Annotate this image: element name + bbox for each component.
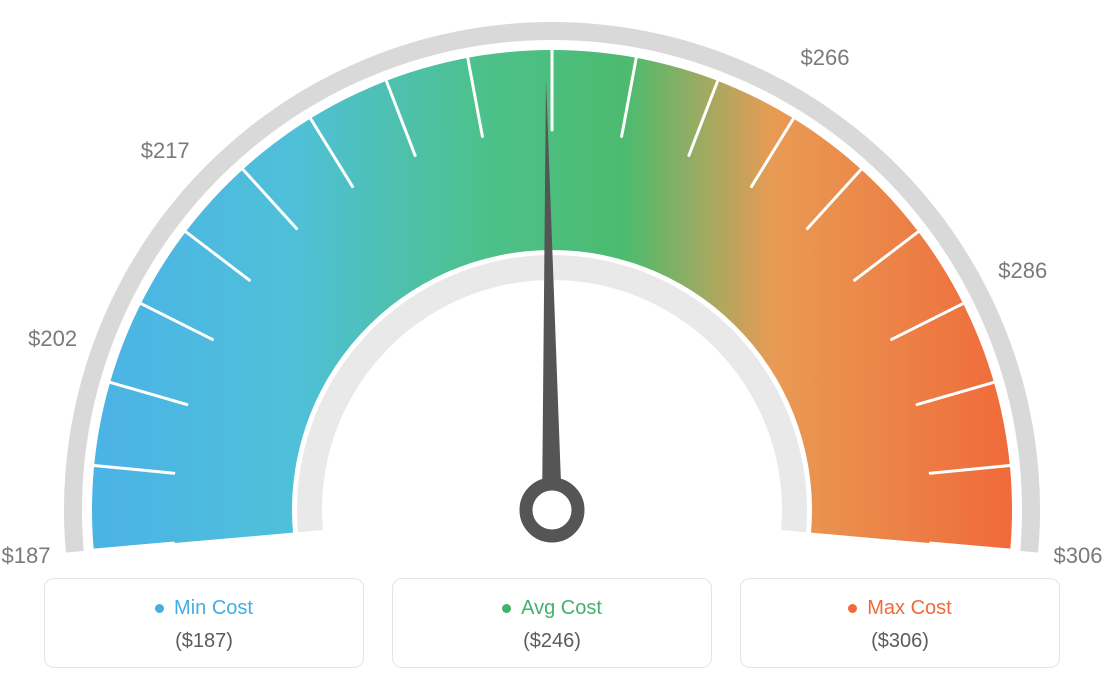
legend-max-label: Max Cost <box>867 597 951 620</box>
legend-card-max: Max Cost ($306) <box>740 578 1060 668</box>
cost-gauge: $187$202$217$246$266$286$306 <box>0 0 1104 560</box>
dot-icon <box>848 604 857 613</box>
gauge-tick-label: $202 <box>28 326 77 352</box>
gauge-tick-label: $217 <box>141 138 190 164</box>
dot-icon <box>155 604 164 613</box>
legend-card-avg: Avg Cost ($246) <box>392 578 712 668</box>
gauge-tick-label: $266 <box>801 45 850 71</box>
legend-row: Min Cost ($187) Avg Cost ($246) Max Cost… <box>0 578 1104 668</box>
gauge-svg <box>0 0 1104 560</box>
legend-avg-value: ($246) <box>403 630 701 653</box>
dot-icon <box>502 604 511 613</box>
legend-min-label: Min Cost <box>174 597 253 620</box>
legend-min-value: ($187) <box>55 630 353 653</box>
legend-avg-label: Avg Cost <box>521 597 602 620</box>
legend-card-min: Min Cost ($187) <box>44 578 364 668</box>
gauge-tick-label: $187 <box>2 543 51 569</box>
gauge-hub <box>526 484 578 536</box>
gauge-tick-label: $306 <box>1054 543 1103 569</box>
gauge-tick-label: $286 <box>998 258 1047 284</box>
legend-max-value: ($306) <box>751 630 1049 653</box>
